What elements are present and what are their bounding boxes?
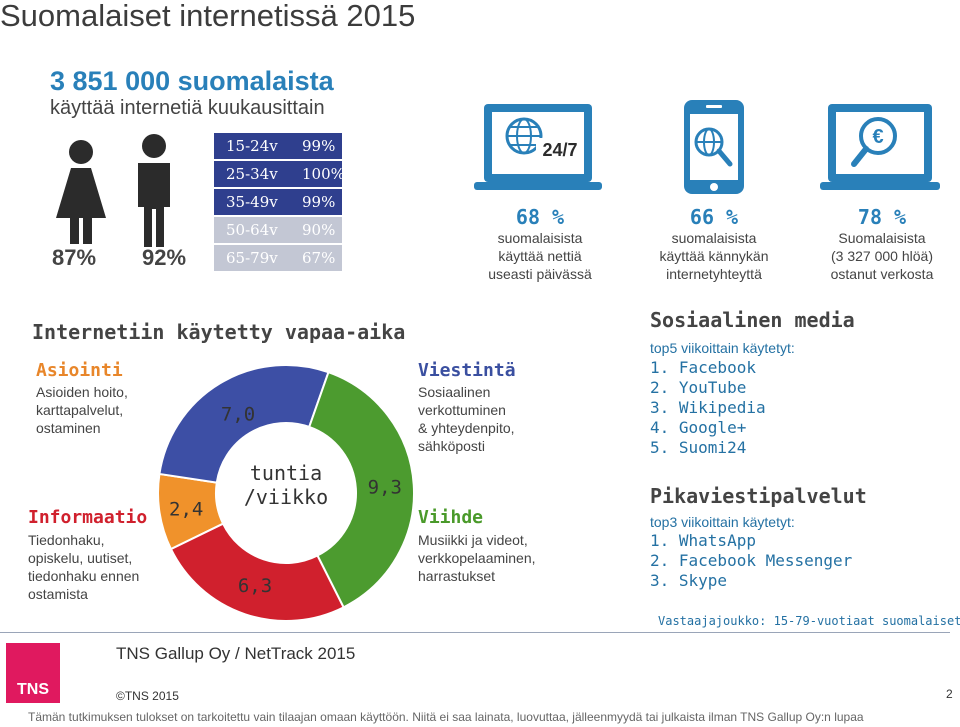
stat-line: ostanut verkosta [830,266,934,282]
messaging-list: 1. WhatsApp 2. Facebook Messenger 3. Sky… [650,531,852,591]
messaging-title: Pikaviestipalvelut [650,484,867,508]
donut-value-label: 2,4 [169,498,203,520]
stat-line: internetyhteyttä [666,266,762,282]
list-item: 2. Facebook Messenger [650,551,853,570]
social-list: 1. Facebook 2. YouTube 3. Wikipedia 4. G… [650,358,766,458]
footer-divider [0,632,950,633]
donut-slice-viestint [158,364,330,484]
stat-pct: 78 % [857,205,907,229]
list-item: 3. Skype [650,571,728,590]
donut-center-label-2: /viikko [244,485,328,509]
donut-slice-viihde [307,370,415,609]
age-row: 15-24v 99% [214,133,342,159]
social-title: Sosiaalinen media [650,308,855,332]
category-informaatio-desc: Tiedonhaku, opiskelu, uutiset, tiedonhak… [28,532,140,602]
age-row: 50-64v 90% [214,217,342,243]
donut-value-label: 7,0 [221,403,255,425]
svg-text:€: € [872,126,883,148]
category-asiointi-title: Asiointi [36,360,123,381]
leisure-title: Internetiin käytetty vapaa-aika [32,320,406,344]
phone-globe-icon [684,100,744,194]
stat-line: suomalaisista [497,230,583,246]
disclaimer-bar: Tämän tutkimuksen tulokset on tarkoitett… [0,706,960,727]
donut-value-label: 6,3 [238,575,272,597]
age-row: 25-34v 100% [214,161,345,187]
stat-pct: 66 % [689,205,739,229]
stat-line: Suomalaisista [838,230,926,246]
list-item: 1. Facebook [650,358,756,377]
leisure-donut-chart: 2,4 7,0 9,3 6,3 tuntia /viikko [157,364,415,622]
category-viihde-title: Viihde [418,507,484,528]
age-row: 35-49v 99% [214,189,342,215]
donut-slice-informaatio [169,522,345,622]
laptop-24-7-icon: 24/7 [474,104,602,190]
list-item: 2. YouTube [650,378,747,397]
laptop-euro-search-icon: € [820,104,940,190]
page-title: Suomalaiset internetissä 2015 [0,0,416,33]
stat-daily-use: 68 % suomalaisista käyttää nettiä useast… [450,205,630,283]
badge-24-7: 24/7 [542,140,577,160]
source-text: TNS Gallup Oy / NetTrack 2015 [116,644,356,663]
category-viestinta-desc: Sosiaalinen verkottuminen & yhteydenpito… [418,384,515,454]
user-count-subtitle: käyttää internetiä kuukausittain [50,97,325,119]
donut-center-label-1: tuntia [250,461,322,485]
disclaimer-text: Tämän tutkimuksen tulokset on tarkoitett… [28,710,864,724]
donut-value-label: 9,3 [368,477,402,499]
stat-mobile-use: 66 % suomalaisista käyttää kännykän inte… [624,205,804,283]
list-item: 1. WhatsApp [650,531,756,550]
copyright-text: ©TNS 2015 [116,689,179,703]
respondents-note: Vastaajajoukko: 15-79-vuotiaat suomalais… [658,614,960,628]
category-viestinta-title: Viestintä [418,360,516,381]
stat-line: useasti päivässä [488,266,592,282]
category-viihde-desc: Musiikki ja videot, verkkopelaaminen, ha… [418,532,536,584]
female-pct: 87% [52,245,97,270]
category-asiointi-desc: Asioiden hoito, karttapalvelut, ostamine… [36,384,128,436]
messaging-intro: top3 viikoittain käytetyt: [650,514,795,530]
list-item: 5. Suomi24 [650,438,747,457]
page-number: 2 [946,687,953,701]
social-intro: top5 viikoittain käytetyt: [650,340,795,356]
stat-line: suomalaisista [671,230,757,246]
stat-line: käyttää nettiä [498,248,582,264]
age-table: 15-24v 99% 25-34v 100% 35-49v 99% 50-64v 90%… [214,133,345,273]
list-item: 3. Wikipedia [650,398,766,417]
tns-logo: TNS [6,643,60,703]
user-count: 3 851 000 suomalaista [50,66,334,96]
stat-pct: 68 % [515,205,565,229]
list-item: 4. Google+ [650,418,747,437]
stat-online-shopping: 78 % Suomalaisista (3 327 000 hlöä) osta… [792,205,960,283]
stat-line: (3 327 000 hlöä) [831,248,933,264]
female-figure-icon [56,140,106,244]
category-informaatio-title: Informaatio [28,507,148,528]
male-figure-icon [138,134,170,247]
age-row: 65-79v 67% [214,245,342,271]
stat-line: käyttää kännykän [659,248,769,264]
male-pct: 92% [142,245,187,270]
